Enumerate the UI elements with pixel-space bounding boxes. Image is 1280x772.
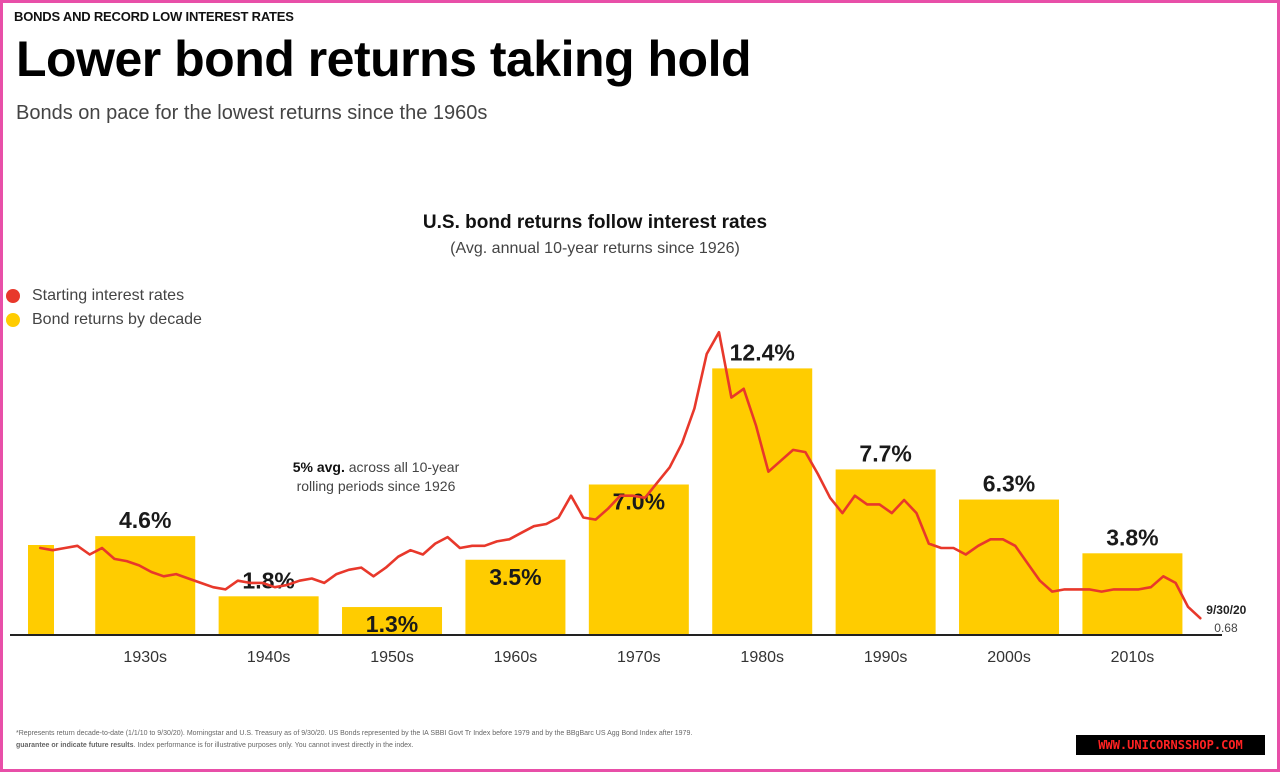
bar-2000s	[959, 499, 1060, 635]
bar-value-label-1950s: 1.3%	[366, 611, 418, 637]
annotation-line2: rolling periods since 1926	[296, 478, 456, 494]
watermark: WWW.UNICORNSSHOP.COM	[1076, 735, 1265, 755]
footnote-line1: *Represents return decade-to-date (1/1/1…	[16, 730, 693, 737]
average-annotation: 5% avg. across all 10-year rolling perio…	[246, 458, 506, 496]
subheadline: Bonds on pace for the lowest returns sin…	[16, 102, 488, 124]
chart-legend: Starting interest rates Bond returns by …	[6, 284, 202, 332]
legend-label-rates: Starting interest rates	[32, 287, 185, 304]
x-tick-label-2000s: 2000s	[987, 649, 1031, 666]
bar-2010s	[1082, 553, 1183, 635]
x-tick-label-1980s: 1980s	[740, 649, 784, 666]
bar-value-label-1980s: 12.4%	[730, 339, 795, 365]
x-tick-label-1930s: 1930s	[123, 649, 167, 666]
x-tick-label-1960s: 1960s	[494, 649, 538, 666]
headline: Lower bond returns taking hold	[16, 31, 752, 87]
eyebrow-label: BONDS AND RECORD LOW INTEREST RATES	[14, 9, 294, 24]
bar-1920s-partial	[28, 545, 54, 635]
bar-1980s	[712, 368, 813, 635]
endpoint-value-label: 0.68	[1214, 621, 1238, 635]
annotation-line1: across all 10-year	[344, 459, 460, 475]
footnote: *Represents return decade-to-date (1/1/1…	[16, 728, 1066, 752]
chart-title: U.S. bond returns follow interest rates	[422, 212, 768, 233]
endpoint-date-label: 9/30/20	[1206, 603, 1246, 617]
footnote-line2: . Index performance is for illustrative …	[133, 742, 414, 749]
x-tick-label-1950s: 1950s	[370, 649, 414, 666]
bar-1940s	[218, 596, 319, 635]
bar-1950s	[342, 607, 443, 635]
legend-label-returns: Bond returns by decade	[32, 311, 202, 328]
interest-rate-line	[38, 330, 1202, 620]
x-tick-label-2010s: 2010s	[1111, 649, 1155, 666]
bar-value-label-1960s: 3.5%	[489, 564, 541, 590]
x-tick-label-1970s: 1970s	[617, 649, 661, 666]
footnote-bold: guarantee or indicate future results	[16, 742, 134, 749]
annotation-bold: 5% avg.	[292, 459, 345, 475]
legend-swatch-returns	[6, 313, 20, 327]
x-tick-label-1940s: 1940s	[247, 649, 291, 666]
bar-value-label-1930s: 4.6%	[119, 507, 171, 533]
legend-item-returns: Bond returns by decade	[6, 308, 202, 332]
bar-value-label-1970s: 7.0%	[613, 489, 665, 515]
chart-subtitle: (Avg. annual 10-year returns since 1926)	[450, 240, 740, 257]
bar-1990s	[835, 469, 936, 635]
bar-value-label-1940s: 1.8%	[242, 567, 294, 593]
bar-1960s	[465, 559, 566, 635]
bar-value-label-1990s: 7.7%	[859, 440, 911, 466]
x-tick-label-1990s: 1990s	[864, 649, 908, 666]
legend-item-rates: Starting interest rates	[6, 284, 202, 308]
bar-value-label-2010s: 3.8%	[1106, 524, 1158, 550]
bar-value-label-2000s: 6.3%	[983, 471, 1035, 497]
legend-swatch-rates	[6, 289, 20, 303]
bar-1930s	[95, 536, 196, 635]
